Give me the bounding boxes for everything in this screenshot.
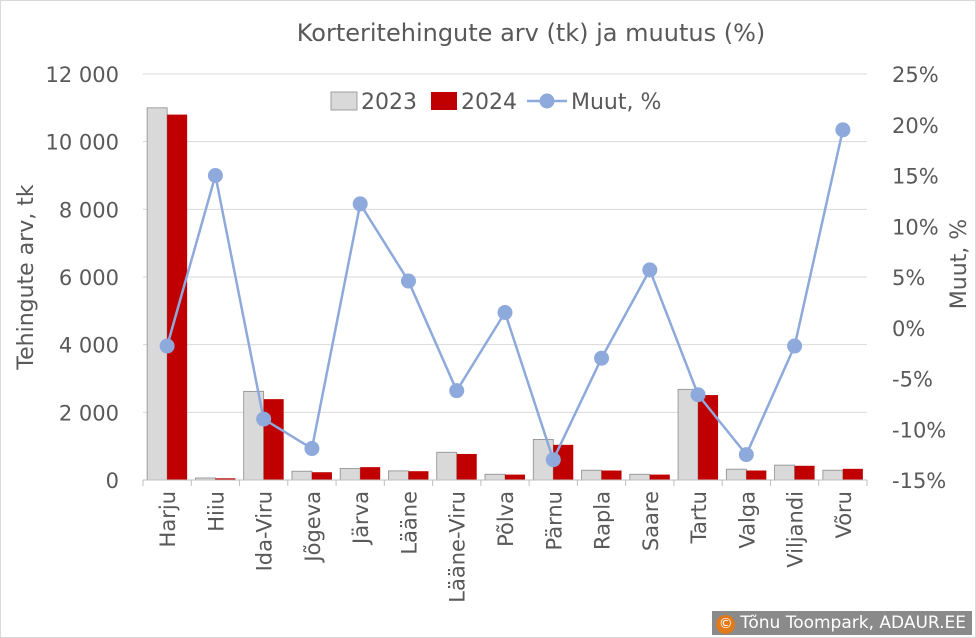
y2-tick-label: 5% — [892, 266, 925, 290]
y2-tick-label: 20% — [892, 114, 939, 138]
y-tick-label: 6 000 — [59, 266, 119, 290]
bar-2024 — [311, 472, 332, 480]
x-tick-label: Pärnu — [542, 491, 566, 550]
chart-title: Korteritehingute arv (tk) ja muutus (%) — [297, 19, 765, 47]
line-point — [449, 383, 465, 399]
x-tick-label: Valga — [735, 491, 759, 549]
y-tick-label: 12 000 — [46, 63, 119, 87]
bar-2023 — [629, 473, 651, 481]
line-point — [835, 122, 851, 138]
line-point — [545, 452, 561, 468]
legend-marker — [539, 93, 555, 109]
legend-swatch — [330, 91, 358, 111]
line-point — [497, 305, 513, 321]
y2-tick-label: 0% — [892, 317, 925, 341]
bar-2024 — [698, 395, 719, 480]
y-axis-title: Tehingute arv, tk — [14, 184, 39, 370]
line-point — [642, 262, 658, 278]
x-tick-label: Jõgeva — [301, 491, 325, 564]
bar-2023 — [339, 468, 361, 481]
bar-2024 — [842, 468, 863, 480]
y-tick-label: 4 000 — [59, 334, 119, 358]
x-tick-label: Tartu — [687, 491, 711, 544]
legend-label: Muut, % — [571, 90, 661, 115]
bar-2024 — [794, 465, 815, 480]
line-point — [207, 168, 223, 183]
x-tick-label: Võru — [832, 491, 856, 539]
bar-2024 — [360, 467, 381, 480]
y2-tick-label: -5% — [892, 368, 933, 392]
bar-2024 — [408, 471, 429, 480]
x-tick-label: Rapla — [591, 491, 615, 550]
credit-text: Tõnu Toompark, ADAUR.EE — [740, 613, 966, 633]
y2-tick-label: -10% — [892, 418, 946, 442]
y-tick-label: 8 000 — [59, 198, 119, 222]
bar-2024 — [746, 470, 767, 480]
y2-tick-label: -15% — [892, 469, 946, 493]
y-tick-label: 0 — [106, 469, 119, 493]
bar-2024 — [456, 453, 477, 480]
credit-badge: © Tõnu Toompark, ADAUR.EE — [712, 611, 972, 635]
x-tick-label: Hiiu — [204, 491, 228, 532]
x-tick-label: Põlva — [494, 491, 518, 547]
y2-tick-label: 10% — [892, 215, 939, 239]
bar-2023 — [822, 469, 844, 481]
bar-2023 — [725, 468, 747, 481]
x-tick-label: Viljandi — [784, 491, 808, 568]
bar-2023 — [388, 470, 409, 481]
bar-2023 — [581, 469, 602, 481]
y2-tick-label: 25% — [892, 63, 939, 87]
y2-tick-label: 15% — [892, 165, 939, 189]
bar-2023 — [677, 388, 699, 481]
line-point — [594, 350, 610, 366]
line-point — [256, 411, 272, 427]
bar-2024 — [215, 478, 236, 480]
x-tick-label: Ida-Viru — [253, 491, 277, 571]
legend: 2023 2024 Muut, % — [330, 90, 661, 115]
copyright-icon: © — [716, 615, 736, 634]
line-point — [738, 447, 754, 463]
legend-label: 2024 — [461, 90, 517, 115]
legend-swatch — [431, 92, 457, 110]
bar-2024 — [553, 444, 574, 480]
line-point — [159, 338, 175, 354]
bar-2023 — [436, 451, 458, 481]
x-tick-label: Lääne — [397, 491, 421, 555]
bar-2023 — [774, 464, 795, 481]
legend-label: 2023 — [361, 90, 417, 115]
line-point — [400, 273, 416, 289]
bar-2024 — [167, 114, 188, 480]
y2-axis-title: Muut, % — [947, 219, 972, 309]
bar-2023 — [484, 473, 506, 481]
y-tick-label: 10 000 — [46, 131, 119, 155]
bar-2024 — [649, 474, 670, 480]
bar-2023 — [146, 107, 168, 481]
line-point — [304, 441, 320, 457]
bar-2023 — [291, 470, 313, 481]
bar-2024 — [263, 399, 284, 480]
line-point — [690, 387, 706, 403]
line-point — [787, 338, 803, 354]
x-tick-label: Järva — [349, 491, 373, 546]
y-tick-label: 2 000 — [59, 401, 119, 425]
bar-2024 — [601, 470, 622, 480]
x-tick-label: Lääne-Viru — [446, 491, 470, 603]
x-tick-label: Saare — [639, 491, 663, 551]
line-point — [352, 196, 368, 212]
x-tick-label: Harju — [156, 491, 180, 547]
bar-2024 — [505, 474, 525, 480]
